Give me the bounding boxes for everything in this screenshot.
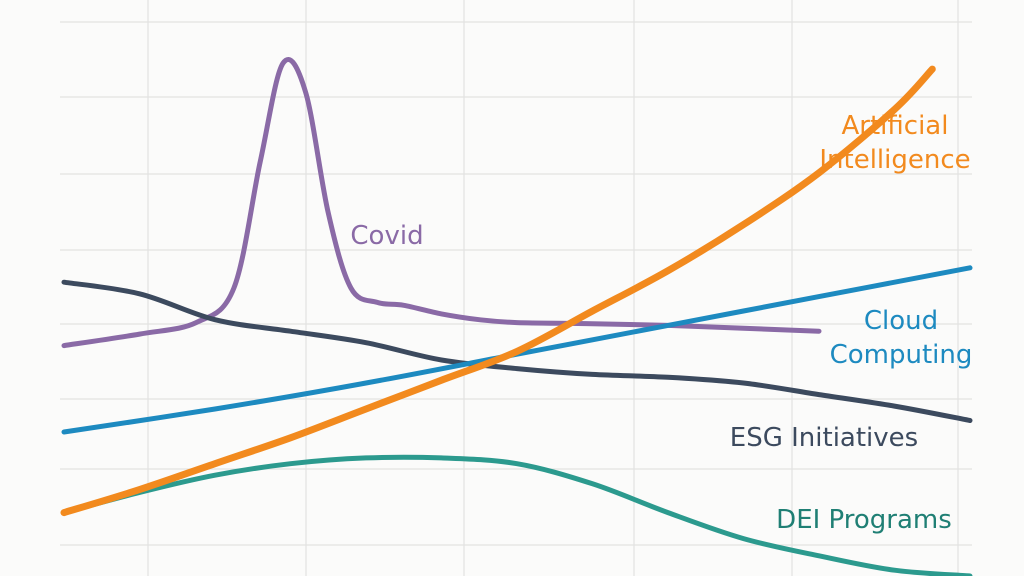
series-label-dei: DEI Programs bbox=[776, 505, 952, 535]
series-line-ai bbox=[60, 65, 936, 517]
series-line-dei bbox=[61, 454, 973, 576]
series-label-ai: Artificial Intelligence bbox=[819, 111, 970, 175]
series-label-line: Cloud bbox=[864, 306, 938, 336]
series-label-line: Intelligence bbox=[819, 145, 970, 175]
series-label-cloud: Cloud Computing bbox=[830, 306, 973, 370]
series-labels: Artificial Intelligence Covid Cloud Computin… bbox=[350, 111, 972, 535]
series-label-line: ESG Initiatives bbox=[730, 423, 918, 453]
series-label-line: Covid bbox=[350, 221, 423, 251]
series-label-line: Computing bbox=[830, 340, 973, 370]
series-label-covid: Covid bbox=[350, 221, 423, 251]
series-lines bbox=[60, 56, 973, 576]
series-label-esg: ESG Initiatives bbox=[730, 423, 918, 453]
grid bbox=[60, 0, 972, 576]
series-label-line: Artificial bbox=[842, 111, 949, 141]
series-label-line: DEI Programs bbox=[776, 505, 952, 535]
series-line-esg bbox=[61, 279, 973, 423]
series-line-covid bbox=[61, 56, 822, 349]
